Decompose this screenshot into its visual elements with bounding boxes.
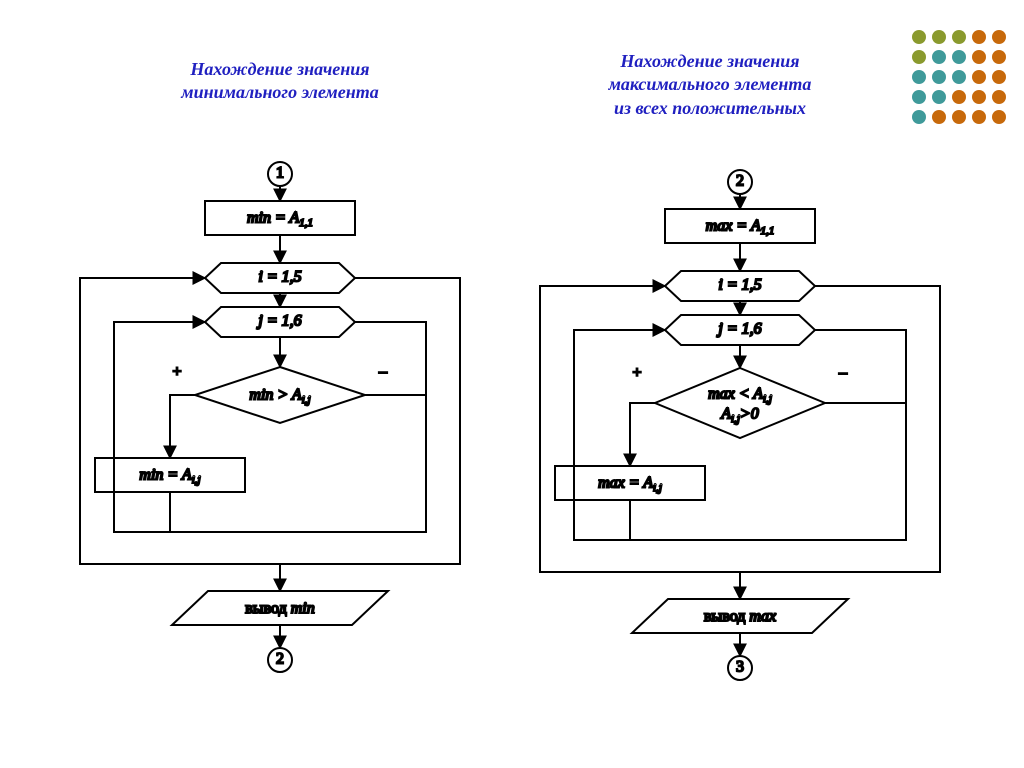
dot	[972, 30, 986, 44]
svg-text:max < Ai,j: max < Ai,j	[708, 386, 772, 405]
svg-text:i = 1,5: i = 1,5	[258, 269, 301, 286]
dot	[912, 90, 926, 104]
dot	[972, 70, 986, 84]
dot	[972, 50, 986, 64]
dot	[992, 30, 1006, 44]
svg-text:2: 2	[736, 173, 744, 190]
svg-text:–: –	[838, 365, 848, 382]
svg-text:2: 2	[276, 651, 284, 668]
dot	[972, 110, 986, 124]
dot	[952, 110, 966, 124]
dot	[912, 70, 926, 84]
flowchart-min: 1min = A1,1i = 1,5j = 1,6min > Ai,j+–min…	[60, 160, 480, 720]
dot	[932, 30, 946, 44]
dot	[912, 50, 926, 64]
svg-text:вывод max: вывод max	[704, 608, 776, 625]
dot	[992, 70, 1006, 84]
svg-text:i = 1,5: i = 1,5	[718, 277, 761, 294]
dot	[932, 110, 946, 124]
dot	[912, 30, 926, 44]
dot	[912, 110, 926, 124]
flowchart-max: 2max = A1,1i = 1,5j = 1,6max < Ai,jAi,j>…	[520, 168, 960, 728]
dot	[952, 90, 966, 104]
svg-text:j = 1,6: j = 1,6	[716, 321, 761, 338]
svg-text:min = Ai,j: min = Ai,j	[139, 467, 200, 486]
svg-text:+: +	[632, 365, 641, 382]
dot	[932, 90, 946, 104]
dot	[992, 110, 1006, 124]
dot	[952, 30, 966, 44]
dot	[952, 70, 966, 84]
dot	[932, 70, 946, 84]
svg-text:–: –	[378, 364, 388, 381]
decor-dots	[910, 28, 1008, 126]
svg-text:j = 1,6: j = 1,6	[256, 313, 301, 330]
svg-text:+: +	[172, 364, 181, 381]
svg-text:max = Ai,j: max = Ai,j	[598, 475, 662, 494]
dot	[992, 90, 1006, 104]
svg-text:Ai,j>0: Ai,j>0	[720, 406, 758, 425]
dot	[932, 50, 946, 64]
dot	[972, 90, 986, 104]
svg-text:вывод min: вывод min	[245, 600, 314, 617]
dot	[992, 50, 1006, 64]
title-right: Нахождение значениямаксимального элемент…	[560, 50, 860, 120]
svg-text:min > Ai,j: min > Ai,j	[249, 387, 310, 406]
svg-text:1: 1	[276, 165, 284, 182]
svg-text:3: 3	[736, 659, 744, 676]
dot	[952, 50, 966, 64]
title-left: Нахождение значенияминимального элемента	[150, 58, 410, 105]
